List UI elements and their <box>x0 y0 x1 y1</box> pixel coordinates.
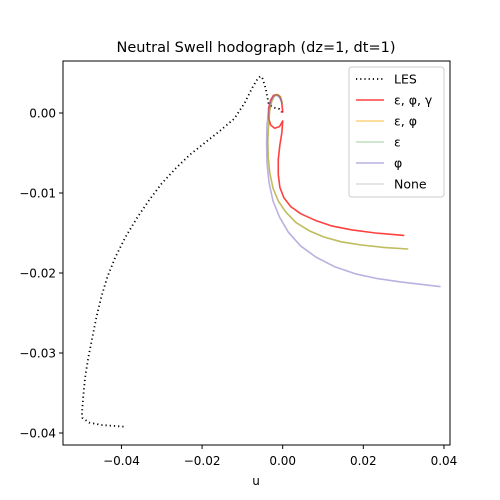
x-tick-label: 0.04 <box>431 454 458 468</box>
x-tick-label: 0.00 <box>269 454 296 468</box>
x-tick-label: 0.02 <box>350 454 377 468</box>
legend-label-2: ε, φ <box>394 114 417 129</box>
legend-label-4: φ <box>394 156 402 171</box>
x-tick-label: −0.02 <box>184 454 221 468</box>
y-tick-label: −0.01 <box>19 187 56 201</box>
legend: LES ε, φ, γ ε, φ εφ None <box>348 66 445 198</box>
chart-title: Neutral Swell hodograph (dz=1, dt=1) <box>117 40 396 56</box>
legend-label-1: ε, φ, γ <box>394 93 433 108</box>
legend-label-0: LES <box>394 72 417 87</box>
plot-area <box>81 75 441 428</box>
y-tick-label: −0.03 <box>19 347 56 361</box>
x-tick-label: −0.04 <box>103 454 140 468</box>
legend-label-5: None <box>394 177 427 192</box>
y-tick-label: −0.02 <box>19 267 56 281</box>
y-tick-label: −0.04 <box>19 427 56 441</box>
series-line-4 <box>265 94 441 288</box>
axes: −0.04 −0.02 0.00 0.02 0.04 0.00 −0.01 −0.02 −0.0… <box>19 60 458 468</box>
series-line-0 <box>81 75 283 428</box>
axes-frame <box>62 60 451 446</box>
legend-label-3: ε <box>394 135 401 150</box>
y-tick-label: 0.00 <box>29 107 56 121</box>
x-axis-label: u <box>252 474 260 488</box>
